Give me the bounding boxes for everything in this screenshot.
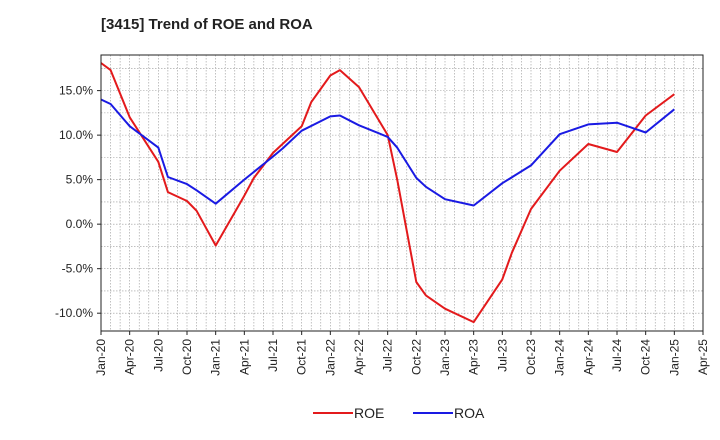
x-tick-label: Apr-24 [581, 339, 595, 375]
x-tick-label: Jan-23 [438, 339, 452, 376]
y-tick-label: -5.0% [62, 262, 94, 276]
x-tick-label: Oct-22 [409, 339, 423, 375]
x-tick-label: Jul-24 [610, 339, 624, 372]
x-tick-label: Apr-21 [237, 339, 251, 375]
x-tick-label: Jan-21 [209, 339, 223, 376]
legend-label-roe: ROE [354, 405, 384, 421]
x-tick-label: Jan-22 [323, 339, 337, 376]
x-tick-label: Apr-20 [123, 339, 137, 375]
x-tick-label: Jul-22 [381, 339, 395, 372]
plot-area [101, 55, 703, 331]
x-tick-label: Jul-21 [266, 339, 280, 372]
plot-frame [100, 54, 704, 332]
y-tick-label: 10.0% [59, 128, 93, 142]
x-tick-label: Oct-21 [295, 339, 309, 375]
chart-title: [3415] Trend of ROE and ROA [101, 16, 313, 33]
axes: -10.0% -5.0% 0.0% 5.0% 10.0% 15.0% Jan-20 Apr-2… [55, 84, 710, 376]
x-tick-label: Oct-20 [180, 339, 194, 375]
y-tick-label: 5.0% [66, 173, 94, 187]
x-tick-label: Jan-20 [94, 339, 108, 376]
series-line-roa [100, 98, 675, 207]
series-lines [100, 62, 675, 324]
legend-label-roa: ROA [454, 405, 485, 421]
x-tick-label: Jul-20 [151, 339, 165, 372]
y-tick-label: 15.0% [59, 84, 93, 98]
series-line-roe [100, 62, 675, 324]
x-tick-label: Apr-22 [352, 339, 366, 375]
x-tick-label: Jan-24 [553, 339, 567, 376]
x-tick-label: Jul-23 [495, 339, 509, 372]
legend: ROE ROA [313, 405, 485, 421]
x-tick-label: Apr-23 [467, 339, 481, 375]
x-tick-label: Apr-25 [696, 339, 710, 375]
x-tick-label: Oct-23 [524, 339, 538, 375]
grid-lines [101, 55, 703, 331]
y-tick-label: -10.0% [55, 306, 93, 320]
y-tick-label: 0.0% [66, 217, 94, 231]
x-tick-label: Jan-25 [667, 339, 681, 376]
x-tick-label: Oct-24 [639, 339, 653, 375]
